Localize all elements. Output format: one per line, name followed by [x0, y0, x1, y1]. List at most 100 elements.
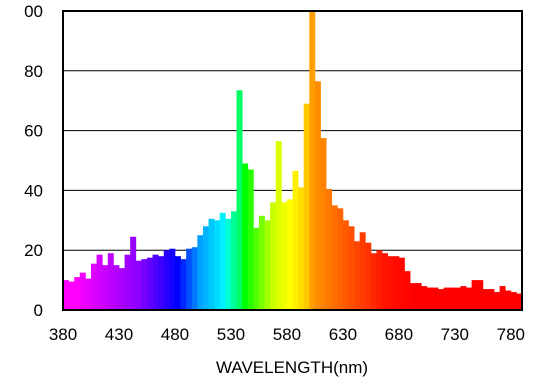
spectrum-bar — [393, 256, 400, 310]
spectrum-bar — [135, 260, 142, 310]
y-tick-label: 40 — [24, 181, 43, 200]
spectrum-bar — [387, 256, 394, 310]
spectrum-bar — [247, 169, 254, 310]
y-tick-labels: 0 20 40 60 80 00 — [24, 2, 43, 320]
spectrum-bar — [438, 289, 445, 310]
spectrum-bar — [96, 254, 103, 310]
spectrum-bar — [348, 226, 355, 310]
spectrum-bar — [102, 265, 109, 310]
spectrum-bar — [471, 280, 478, 310]
spectrum-bar — [421, 286, 428, 310]
x-tick-labels: 380 430 480 530 580 630 680 730 780 — [49, 325, 525, 344]
spectrum-bar — [292, 170, 299, 310]
spectrum-bar — [146, 257, 153, 310]
spectrum-bars — [63, 11, 523, 311]
spectrum-bar — [494, 292, 501, 310]
spectrum-bar — [113, 265, 120, 310]
spectrum-bar — [342, 220, 349, 310]
spectrum-bar — [482, 289, 489, 310]
spectrum-bar — [107, 253, 114, 310]
spectrum-bar — [454, 287, 461, 310]
spectrum-bar — [130, 236, 137, 310]
spectrum-bar — [124, 254, 131, 310]
spectrum-bar — [410, 283, 417, 310]
spectrum-bar — [74, 277, 81, 310]
spectrum-bar — [186, 248, 193, 310]
spectrum-bar — [163, 250, 170, 310]
spectrum-bar — [320, 138, 327, 310]
spectrum-bar — [331, 205, 338, 310]
y-tick-label: 20 — [24, 241, 43, 260]
spectrum-bar — [309, 11, 316, 310]
spectrum-bar — [505, 290, 512, 310]
spectrum-bar — [432, 287, 439, 310]
x-tick-label: 380 — [49, 325, 77, 344]
spectrum-bar — [197, 235, 204, 310]
spectrum-bar — [68, 281, 75, 310]
spectrum-bar — [370, 253, 377, 310]
spectrum-bar — [230, 211, 237, 310]
spectrum-bar — [275, 141, 282, 310]
spectrum-bar — [191, 247, 198, 310]
spectrum-bar — [242, 163, 249, 310]
x-tick-label: 780 — [497, 325, 525, 344]
x-axis-title: WAVELENGTH(nm) — [216, 358, 368, 377]
spectrum-bar — [510, 292, 517, 310]
spectrum-bar — [152, 254, 159, 310]
spectrum-bar — [118, 268, 125, 310]
x-tick-label: 680 — [385, 325, 413, 344]
plot-frame — [62, 10, 523, 311]
spectrum-bar — [264, 220, 271, 310]
spectrum-bar — [169, 248, 176, 310]
spectrum-bar — [359, 232, 366, 310]
spectrum-bar — [477, 280, 484, 310]
spectrum-bar — [79, 272, 86, 311]
spectrum-bar — [236, 90, 243, 311]
spectrum-bar — [499, 286, 506, 310]
spectrum-bar — [516, 293, 523, 310]
spectrum-bar — [286, 199, 293, 310]
spectrum-bar — [63, 280, 69, 310]
x-tick-label: 480 — [161, 325, 189, 344]
spectrum-bar — [225, 218, 232, 310]
spectrum-bar — [270, 202, 277, 310]
spectrum-bar — [314, 81, 321, 310]
spectrum-bar — [214, 220, 221, 310]
x-tick-label: 530 — [217, 325, 245, 344]
y-tick-label: 0 — [34, 301, 43, 320]
spectrum-bar — [90, 263, 97, 310]
spectrum-bar — [326, 188, 333, 310]
spectrum-bar — [376, 250, 383, 310]
spectrum-bar — [449, 287, 456, 310]
spectrum-bar — [466, 287, 473, 310]
spectrum-bar — [460, 286, 467, 310]
spectrum-bar — [337, 208, 344, 310]
spectrum-bar — [354, 241, 361, 310]
spectrum-bar — [365, 242, 372, 310]
y-tick-label: 80 — [24, 62, 43, 81]
x-tick-label: 430 — [105, 325, 133, 344]
spectrum-bar — [488, 289, 495, 310]
y-tick-label: 60 — [24, 122, 43, 141]
spectrum-bar — [415, 283, 422, 310]
spectrum-bar — [258, 215, 265, 310]
spectrum-bar — [426, 287, 433, 310]
spectrum-bar — [298, 187, 305, 310]
spectrum-bar — [208, 218, 215, 310]
spectrum-bar — [85, 278, 92, 310]
spectrum-bar — [398, 257, 405, 310]
spectrum-bar — [404, 271, 411, 310]
spectrum-bar — [141, 259, 148, 310]
x-tick-label: 630 — [329, 325, 357, 344]
spectrum-bar — [303, 103, 310, 310]
x-tick-label: 730 — [441, 325, 469, 344]
spectrum-bar — [281, 202, 288, 310]
spectrum-bar — [158, 256, 165, 310]
spectrum-bar — [443, 287, 450, 310]
spectrum-bar — [202, 226, 209, 310]
spectrum-bar — [219, 212, 226, 310]
spectrum-bar — [382, 253, 389, 310]
x-tick-label: 580 — [273, 325, 301, 344]
spectrum-bar — [180, 259, 187, 310]
